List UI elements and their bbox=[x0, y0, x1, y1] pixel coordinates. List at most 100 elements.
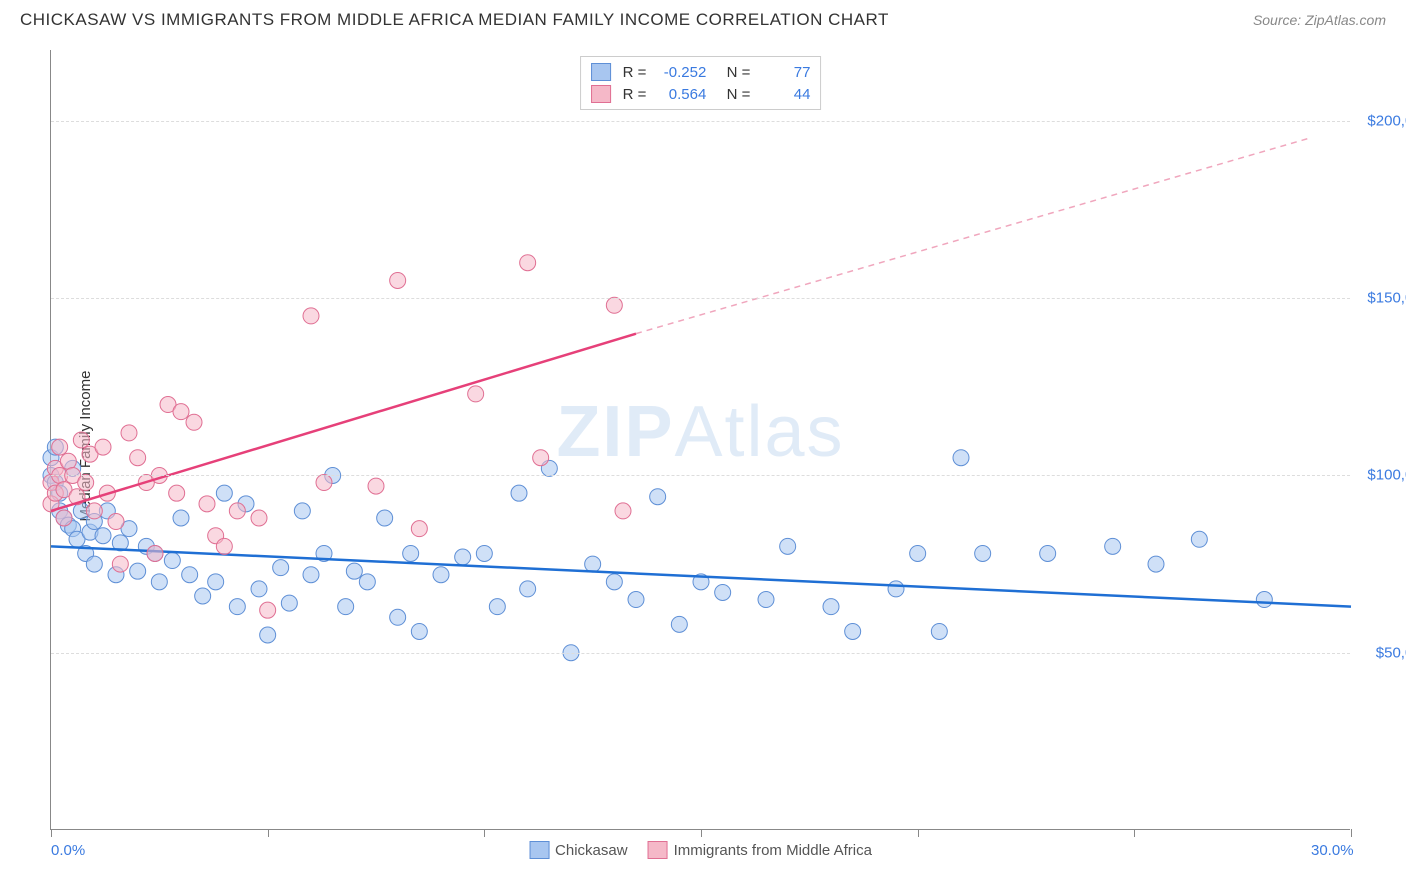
data-point[interactable] bbox=[130, 563, 146, 579]
data-point[interactable] bbox=[628, 592, 644, 608]
x-tick-label: 0.0% bbox=[51, 842, 85, 859]
n-label-1: N = bbox=[718, 64, 750, 81]
swatch-bottom-1 bbox=[529, 841, 549, 859]
data-point[interactable] bbox=[650, 489, 666, 505]
trend-line bbox=[51, 546, 1351, 606]
data-point[interactable] bbox=[606, 297, 622, 313]
data-point[interactable] bbox=[229, 599, 245, 615]
data-point[interactable] bbox=[359, 574, 375, 590]
data-point[interactable] bbox=[953, 450, 969, 466]
chart-header: CHICKASAW VS IMMIGRANTS FROM MIDDLE AFRI… bbox=[0, 0, 1406, 40]
data-point[interactable] bbox=[173, 510, 189, 526]
plot-svg bbox=[51, 50, 1350, 829]
data-point[interactable] bbox=[199, 496, 215, 512]
data-point[interactable] bbox=[169, 485, 185, 501]
legend-item-series2: Immigrants from Middle Africa bbox=[648, 841, 872, 859]
data-point[interactable] bbox=[368, 478, 384, 494]
data-point[interactable] bbox=[60, 453, 76, 469]
data-point[interactable] bbox=[260, 627, 276, 643]
data-point[interactable] bbox=[585, 556, 601, 572]
data-point[interactable] bbox=[316, 475, 332, 491]
data-point[interactable] bbox=[130, 450, 146, 466]
data-point[interactable] bbox=[303, 308, 319, 324]
plot-area: ZIPAtlas R = -0.252 N = 77 R = 0.564 N =… bbox=[50, 50, 1350, 830]
data-point[interactable] bbox=[251, 510, 267, 526]
data-point[interactable] bbox=[95, 439, 111, 455]
data-point[interactable] bbox=[1148, 556, 1164, 572]
data-point[interactable] bbox=[73, 432, 89, 448]
gridline bbox=[51, 298, 1350, 299]
data-point[interactable] bbox=[260, 602, 276, 618]
data-point[interactable] bbox=[294, 503, 310, 519]
data-point[interactable] bbox=[186, 414, 202, 430]
data-point[interactable] bbox=[151, 574, 167, 590]
data-point[interactable] bbox=[476, 545, 492, 561]
data-point[interactable] bbox=[390, 609, 406, 625]
data-point[interactable] bbox=[671, 616, 687, 632]
x-tick bbox=[1134, 829, 1135, 837]
data-point[interactable] bbox=[1191, 531, 1207, 547]
data-point[interactable] bbox=[86, 503, 102, 519]
x-tick bbox=[484, 829, 485, 837]
data-point[interactable] bbox=[910, 545, 926, 561]
data-point[interactable] bbox=[182, 567, 198, 583]
chart-container: CHICKASAW VS IMMIGRANTS FROM MIDDLE AFRI… bbox=[0, 0, 1406, 892]
data-point[interactable] bbox=[195, 588, 211, 604]
legend-label-2: Immigrants from Middle Africa bbox=[674, 842, 872, 859]
x-tick-label: 30.0% bbox=[1311, 842, 1354, 859]
y-tick-label: $50,000 bbox=[1355, 644, 1406, 661]
data-point[interactable] bbox=[208, 574, 224, 590]
r-value-1: -0.252 bbox=[654, 64, 706, 81]
data-point[interactable] bbox=[281, 595, 297, 611]
data-point[interactable] bbox=[520, 581, 536, 597]
data-point[interactable] bbox=[433, 567, 449, 583]
gridline bbox=[51, 475, 1350, 476]
data-point[interactable] bbox=[112, 556, 128, 572]
data-point[interactable] bbox=[216, 538, 232, 554]
data-point[interactable] bbox=[346, 563, 362, 579]
data-point[interactable] bbox=[1040, 545, 1056, 561]
data-point[interactable] bbox=[1256, 592, 1272, 608]
data-point[interactable] bbox=[533, 450, 549, 466]
data-point[interactable] bbox=[780, 538, 796, 554]
data-point[interactable] bbox=[121, 425, 137, 441]
data-point[interactable] bbox=[468, 386, 484, 402]
data-point[interactable] bbox=[251, 581, 267, 597]
data-point[interactable] bbox=[95, 528, 111, 544]
data-point[interactable] bbox=[377, 510, 393, 526]
data-point[interactable] bbox=[86, 556, 102, 572]
data-point[interactable] bbox=[303, 567, 319, 583]
data-point[interactable] bbox=[216, 485, 232, 501]
data-point[interactable] bbox=[455, 549, 471, 565]
data-point[interactable] bbox=[606, 574, 622, 590]
data-point[interactable] bbox=[823, 599, 839, 615]
data-point[interactable] bbox=[390, 272, 406, 288]
data-point[interactable] bbox=[108, 514, 124, 530]
data-point[interactable] bbox=[164, 553, 180, 569]
data-point[interactable] bbox=[845, 623, 861, 639]
x-tick bbox=[701, 829, 702, 837]
data-point[interactable] bbox=[56, 510, 72, 526]
data-point[interactable] bbox=[273, 560, 289, 576]
data-point[interactable] bbox=[403, 545, 419, 561]
data-point[interactable] bbox=[52, 439, 68, 455]
data-point[interactable] bbox=[888, 581, 904, 597]
r-label-2: R = bbox=[623, 86, 647, 103]
data-point[interactable] bbox=[411, 623, 427, 639]
data-point[interactable] bbox=[511, 485, 527, 501]
data-point[interactable] bbox=[1105, 538, 1121, 554]
data-point[interactable] bbox=[147, 545, 163, 561]
data-point[interactable] bbox=[173, 404, 189, 420]
data-point[interactable] bbox=[489, 599, 505, 615]
data-point[interactable] bbox=[411, 521, 427, 537]
data-point[interactable] bbox=[78, 475, 94, 491]
data-point[interactable] bbox=[338, 599, 354, 615]
n-label-2: N = bbox=[718, 86, 750, 103]
data-point[interactable] bbox=[229, 503, 245, 519]
data-point[interactable] bbox=[520, 255, 536, 271]
data-point[interactable] bbox=[758, 592, 774, 608]
data-point[interactable] bbox=[615, 503, 631, 519]
data-point[interactable] bbox=[931, 623, 947, 639]
data-point[interactable] bbox=[975, 545, 991, 561]
data-point[interactable] bbox=[715, 584, 731, 600]
